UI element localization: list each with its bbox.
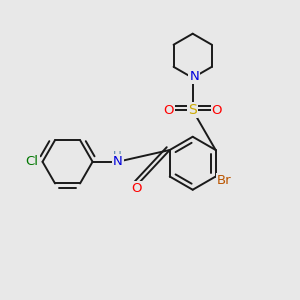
Text: Br: Br [217, 174, 231, 188]
Text: O: O [163, 104, 174, 117]
Text: H: H [113, 150, 122, 163]
Text: O: O [131, 182, 142, 195]
Text: N: N [113, 155, 122, 168]
Text: N: N [189, 70, 199, 83]
Text: S: S [188, 103, 197, 117]
Text: Cl: Cl [26, 155, 39, 168]
Text: O: O [212, 104, 222, 117]
